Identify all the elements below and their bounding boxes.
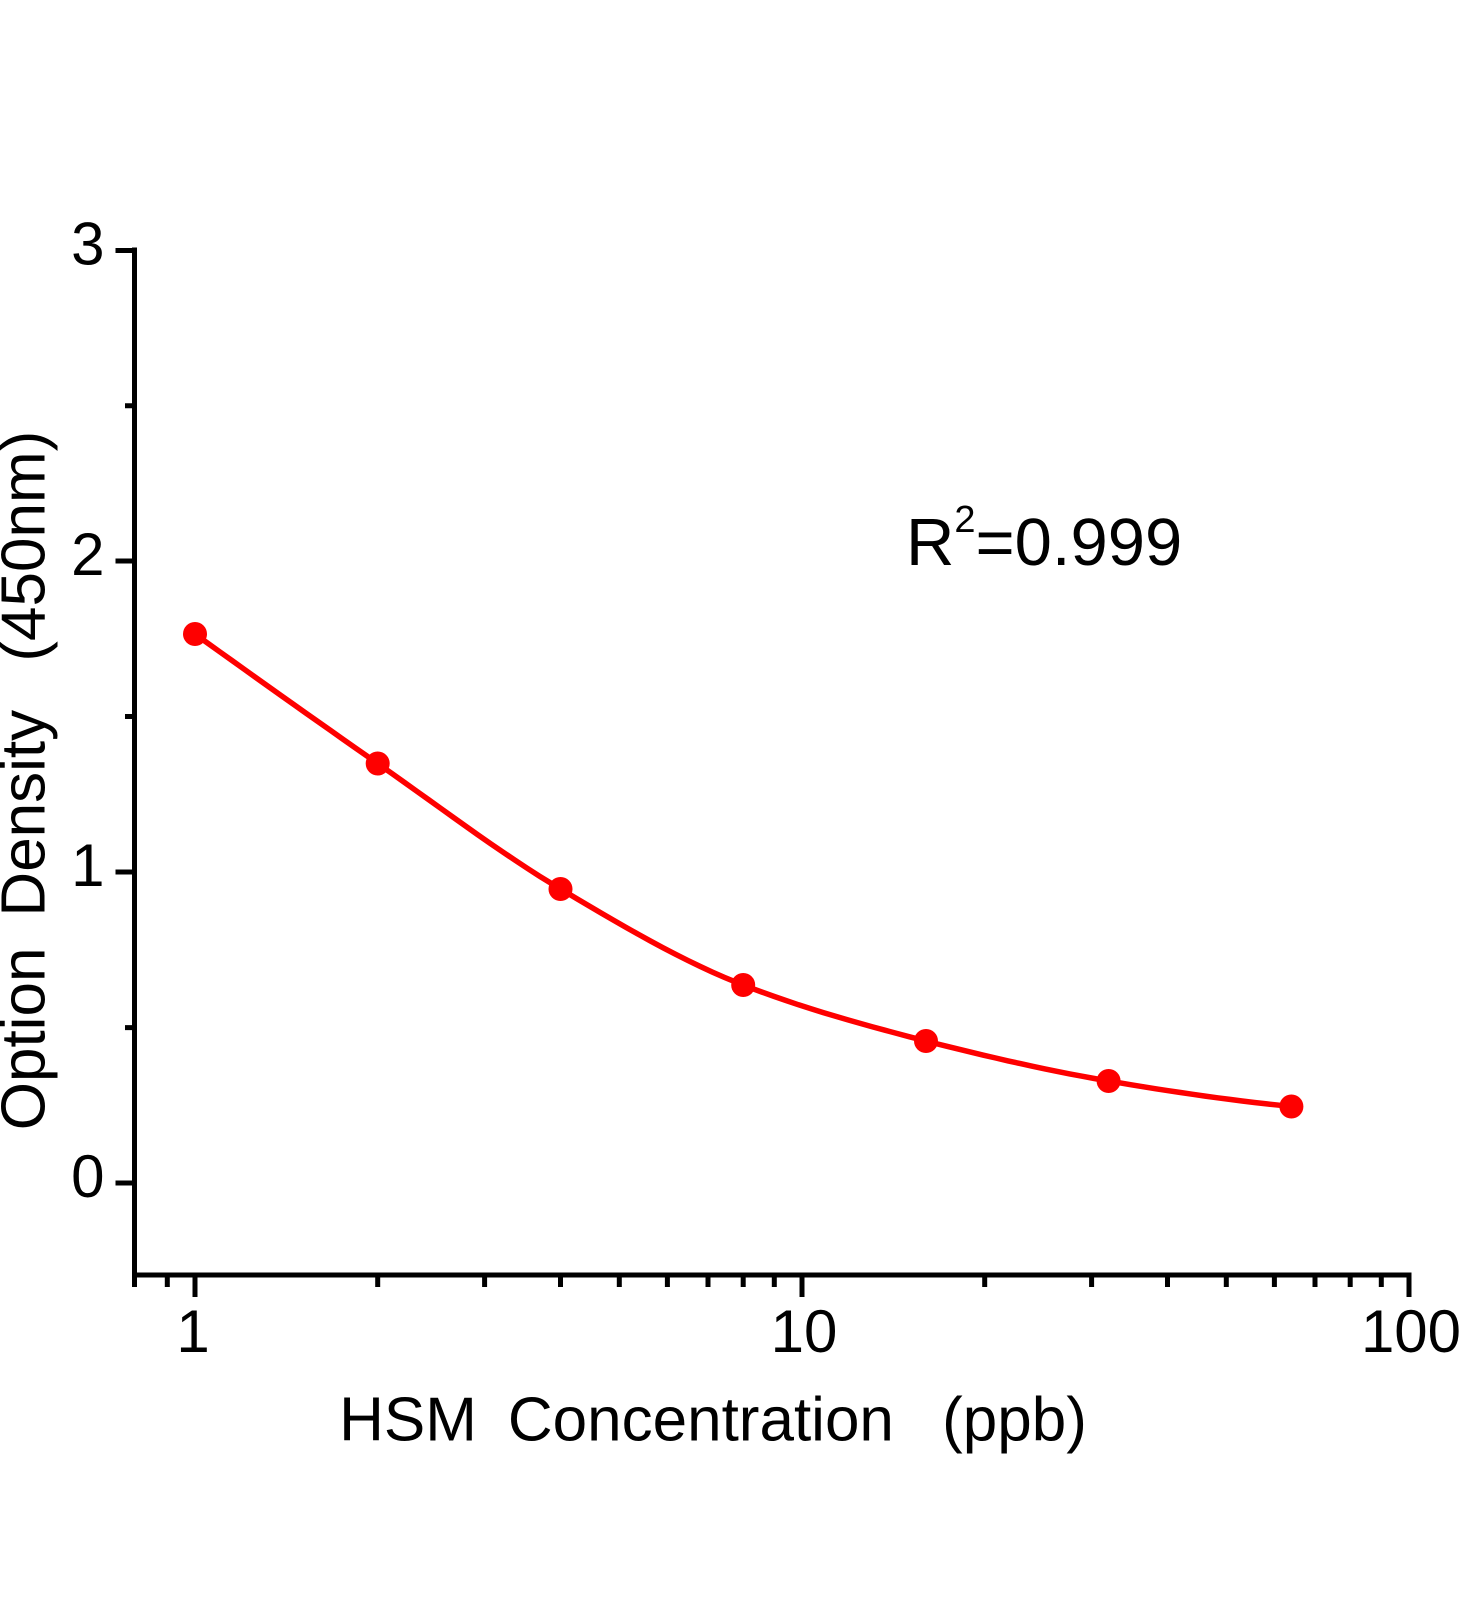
- svg-text:HSM Concentration (ppb): HSM Concentration (ppb): [339, 1386, 1087, 1455]
- svg-text:1: 1: [176, 1298, 209, 1365]
- svg-text:3: 3: [71, 211, 104, 278]
- svg-text:2: 2: [71, 521, 104, 588]
- svg-text:1: 1: [71, 832, 104, 899]
- svg-text:10: 10: [771, 1298, 838, 1365]
- svg-text:Option Density (450nm): Option Density (450nm): [0, 431, 59, 1131]
- svg-text:0: 0: [71, 1143, 104, 1210]
- svg-text:R2=0.999: R2=0.999: [906, 499, 1182, 580]
- svg-text:100: 100: [1361, 1298, 1461, 1365]
